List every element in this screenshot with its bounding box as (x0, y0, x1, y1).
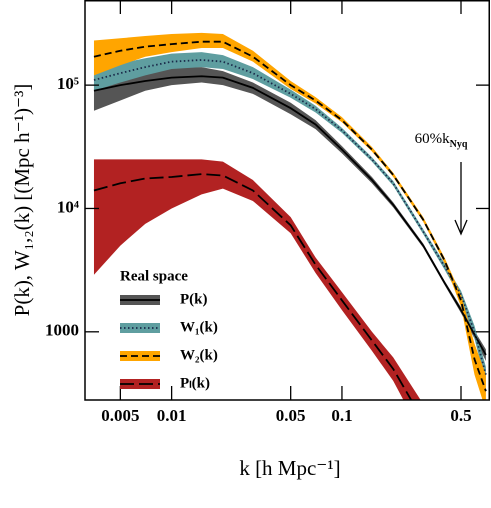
line (93, 75, 487, 356)
y-axis-label: P(k), W₁,₂(k) [(Mpc h⁻¹)⁻³] (10, 84, 34, 317)
band (93, 159, 421, 400)
legend-label: W₂(k) (180, 347, 218, 363)
x-tick-label: 0.5 (450, 406, 471, 425)
legend-label: P(k) (180, 291, 208, 307)
y-tick-label: 10⁴ (57, 197, 79, 216)
annotation-text: 60%k (415, 131, 450, 147)
x-axis-label: k [h Mpc⁻¹] (239, 456, 340, 480)
line (93, 40, 487, 392)
y-tick-label: 10⁵ (57, 74, 79, 93)
y-tick-label: 1000 (45, 321, 79, 340)
x-tick-label: 0.1 (331, 406, 352, 425)
x-tick-label: 0.05 (276, 406, 306, 425)
x-tick-label: 0.01 (157, 406, 187, 425)
annotation-sub: Nyq (450, 139, 468, 150)
x-tick-label: 0.005 (101, 406, 139, 425)
plot-frame (84, 0, 490, 401)
legend-title: Real space (120, 268, 188, 284)
line (93, 173, 413, 400)
annotation: 60%kNyq (415, 131, 468, 150)
plot-area (93, 32, 487, 400)
legend-label: Pₗ(k) (180, 375, 210, 391)
legend-label: W₁(k) (180, 319, 218, 335)
arrow-head (454, 219, 468, 236)
